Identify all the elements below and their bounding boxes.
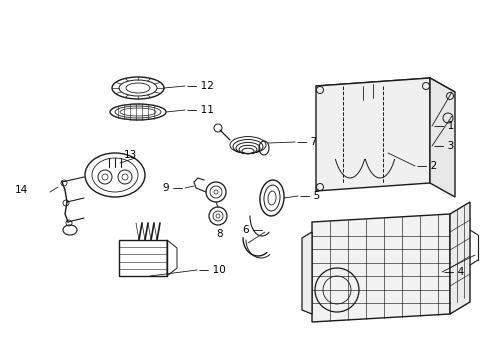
Text: — 1: — 1	[433, 121, 453, 131]
Text: — 7: — 7	[296, 137, 317, 147]
Text: 6 —: 6 —	[242, 225, 263, 235]
Text: 9 —: 9 —	[163, 183, 183, 193]
Text: — 11: — 11	[186, 105, 213, 115]
Text: — 2: — 2	[416, 161, 436, 171]
Polygon shape	[311, 214, 449, 322]
Text: 13: 13	[124, 150, 137, 160]
Text: 14: 14	[15, 185, 28, 195]
Text: — 5: — 5	[299, 191, 320, 201]
Polygon shape	[315, 78, 429, 191]
Polygon shape	[449, 202, 469, 314]
Text: — 4: — 4	[443, 267, 463, 277]
Text: — 10: — 10	[199, 265, 225, 275]
Text: 8: 8	[216, 229, 223, 239]
Polygon shape	[429, 78, 454, 197]
Text: — 12: — 12	[186, 81, 213, 91]
Polygon shape	[302, 232, 311, 314]
Text: — 3: — 3	[433, 141, 453, 151]
Polygon shape	[315, 78, 454, 100]
